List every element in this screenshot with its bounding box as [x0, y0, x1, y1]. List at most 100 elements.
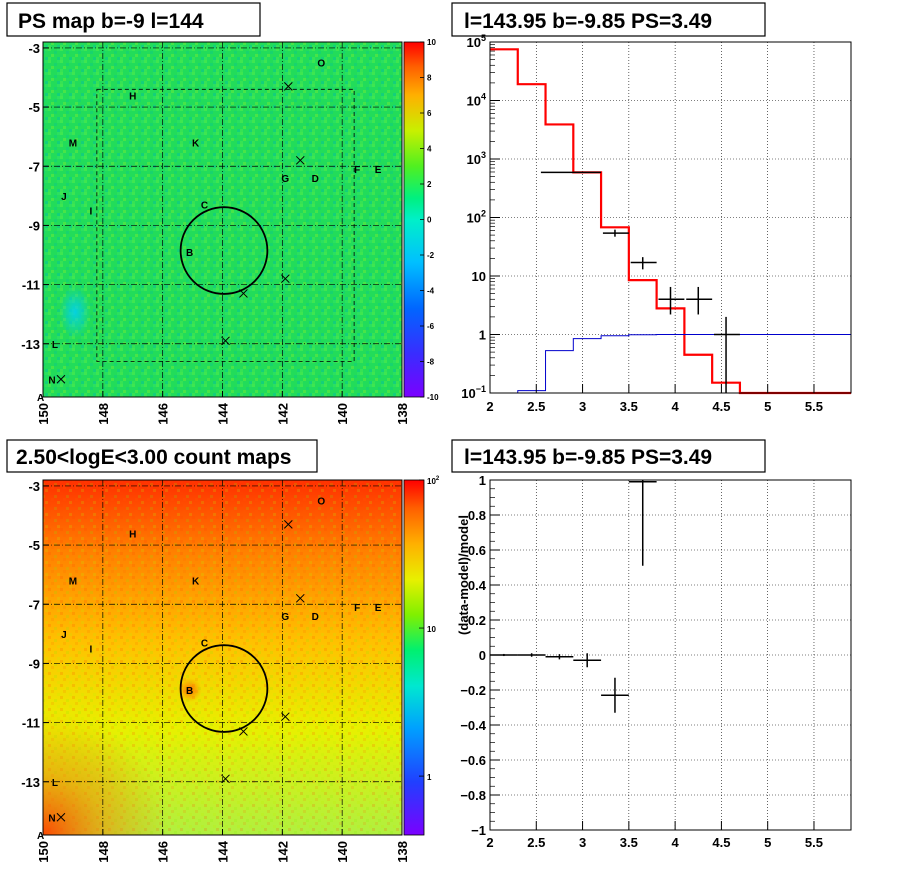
count-map-panel: 2.50<logE<3.00 count maps 150 148 146 144 14…: [6, 439, 440, 863]
map-y-tick-label: -7: [28, 159, 40, 174]
spectrum-y-tick-label: 1: [479, 328, 486, 343]
source-cross-marker: [221, 336, 230, 346]
map-x-tick-label: 142: [275, 403, 290, 425]
source-label: J: [61, 630, 67, 641]
map-y-tick-label: -9: [28, 656, 40, 671]
model-source-step-line: [490, 334, 851, 394]
map-y-tick-label: -7: [28, 597, 40, 612]
source-label: H: [129, 91, 136, 102]
source-label: E: [375, 165, 382, 176]
source-label: I: [89, 645, 92, 656]
residual-y-tick-label: −0.6: [460, 753, 486, 768]
source-cross-marker: [295, 155, 305, 165]
source-cross-marker: [280, 712, 290, 722]
count-map-plot: 150 148 146 144 142 140 138 -3 -5 -7 -9 -11 -13 A O H M K…: [21, 476, 440, 863]
source-label: G: [281, 612, 289, 623]
residual-y-tick-label: −1: [471, 823, 486, 838]
source-cross-marker: [221, 774, 230, 784]
map-x-tick-label: 150: [36, 841, 51, 863]
residual-x-tick-label: 4: [672, 835, 680, 850]
ps-map-title: PS map b=-9 l=144: [18, 10, 204, 33]
spectrum-y-tick-label: 104: [467, 92, 486, 109]
residual-x-tick-label: 5.5: [805, 835, 823, 850]
source-label: D: [312, 174, 319, 185]
colorbar-tick-label: -6: [427, 322, 435, 331]
residual-y-tick-label: 0: [479, 648, 486, 663]
map-corner-label: A: [37, 831, 44, 842]
map-x-tick-label: 138: [395, 841, 410, 863]
colorbar-tick-label: 1: [427, 773, 432, 782]
colorbar-tick-label: 8: [427, 74, 432, 83]
colorbar-tick-label: 4: [427, 145, 432, 154]
map-x-tick-label: 150: [36, 403, 51, 425]
source-label: L: [52, 778, 58, 789]
source-label: E: [375, 603, 382, 614]
count-map-title-box: [6, 439, 318, 473]
source-label: B: [186, 686, 193, 697]
source-label: N: [48, 813, 55, 824]
map-y-tick-label: -11: [22, 278, 40, 293]
map-y-tick-label: -5: [28, 100, 40, 115]
source-cross-marker: [283, 82, 293, 91]
map-x-tick-label: 140: [335, 403, 350, 425]
residual-y-tick-label: 0.8: [468, 508, 486, 523]
source-label: B: [186, 248, 193, 259]
spectrum-y-tick-label: 103: [467, 150, 486, 167]
colorbar-tick-label: 10: [427, 625, 436, 634]
residual-panel: l=143.95 b=-9.85 PS=3.49 2 2.5 3 3.5 4 4.5 5 5.…: [451, 439, 852, 850]
map-corner-label: A: [37, 393, 44, 404]
source-cross-marker: [283, 520, 293, 529]
ps-map-plot: 150 148 146 144 142 140 138 -3 -5 -7 -9 -11 -13 A O H M K…: [21, 38, 439, 425]
spectrum-title: l=143.95 b=-9.85 PS=3.49: [464, 10, 712, 33]
spectrum-x-tick-label: 3.5: [620, 399, 638, 414]
count-map-title: 2.50<logE<3.00 count maps: [16, 446, 291, 469]
residual-y-tick-label: 0.2: [468, 613, 486, 628]
residual-y-tick-label: 0.4: [468, 578, 487, 593]
colorbar-tick-label: 0: [427, 216, 432, 225]
count-map-source-blob: [177, 678, 202, 703]
spectrum-x-tick-label: 4.5: [712, 399, 730, 414]
map-x-tick-label: 138: [395, 403, 410, 425]
colorbar-tick-label: 102: [427, 476, 440, 486]
source-label: M: [69, 577, 77, 588]
source-label: J: [61, 192, 67, 203]
spectrum-y-tick-label: 102: [467, 209, 486, 226]
colorbar-tick-label: -10: [427, 393, 439, 402]
residual-y-tick-label: 1: [479, 473, 486, 488]
source-label: G: [281, 174, 289, 185]
residual-title-box: [451, 439, 766, 473]
map-x-tick-label: 146: [156, 403, 171, 425]
residual-y-tick-label: −0.2: [460, 683, 486, 698]
map-x-tick-label: 142: [275, 841, 290, 863]
spectrum-y-tick-label: 105: [467, 33, 486, 50]
source-label: N: [48, 375, 55, 386]
spectrum-x-tick-label: 3: [579, 399, 586, 414]
spectrum-x-tick-label: 2: [486, 399, 493, 414]
spectrum-y-tick-label: 10−1: [461, 384, 486, 401]
colorbar-tick-label: 2: [427, 180, 432, 189]
source-label: K: [192, 139, 200, 150]
source-cross-marker: [56, 812, 66, 822]
residual-y-tick-label: 0.6: [468, 543, 486, 558]
source-label: K: [192, 577, 200, 588]
source-cross-marker: [280, 274, 290, 284]
residual-x-tick-label: 3.5: [620, 835, 638, 850]
ps-map-negative-region: [59, 286, 91, 338]
colorbar-tick-label: -4: [427, 287, 435, 296]
residual-x-tick-label: 5: [764, 835, 771, 850]
map-x-tick-label: 144: [216, 402, 231, 424]
source-label: I: [89, 207, 92, 218]
spectrum-title-box: [451, 2, 766, 37]
residual-y-axis-label: (data-model)/model: [456, 515, 471, 635]
source-label: F: [354, 603, 360, 614]
ps-map-panel: PS map b=-9 l=144 150 148 146 144 142 140 138 -…: [6, 2, 439, 425]
map-x-tick-label: 148: [96, 841, 111, 863]
map-y-tick-label: -3: [28, 479, 40, 494]
source-label: O: [317, 59, 325, 70]
target-circle: [179, 206, 269, 295]
map-x-tick-label: 140: [335, 841, 350, 863]
source-label: D: [312, 612, 319, 623]
source-label: F: [354, 165, 360, 176]
